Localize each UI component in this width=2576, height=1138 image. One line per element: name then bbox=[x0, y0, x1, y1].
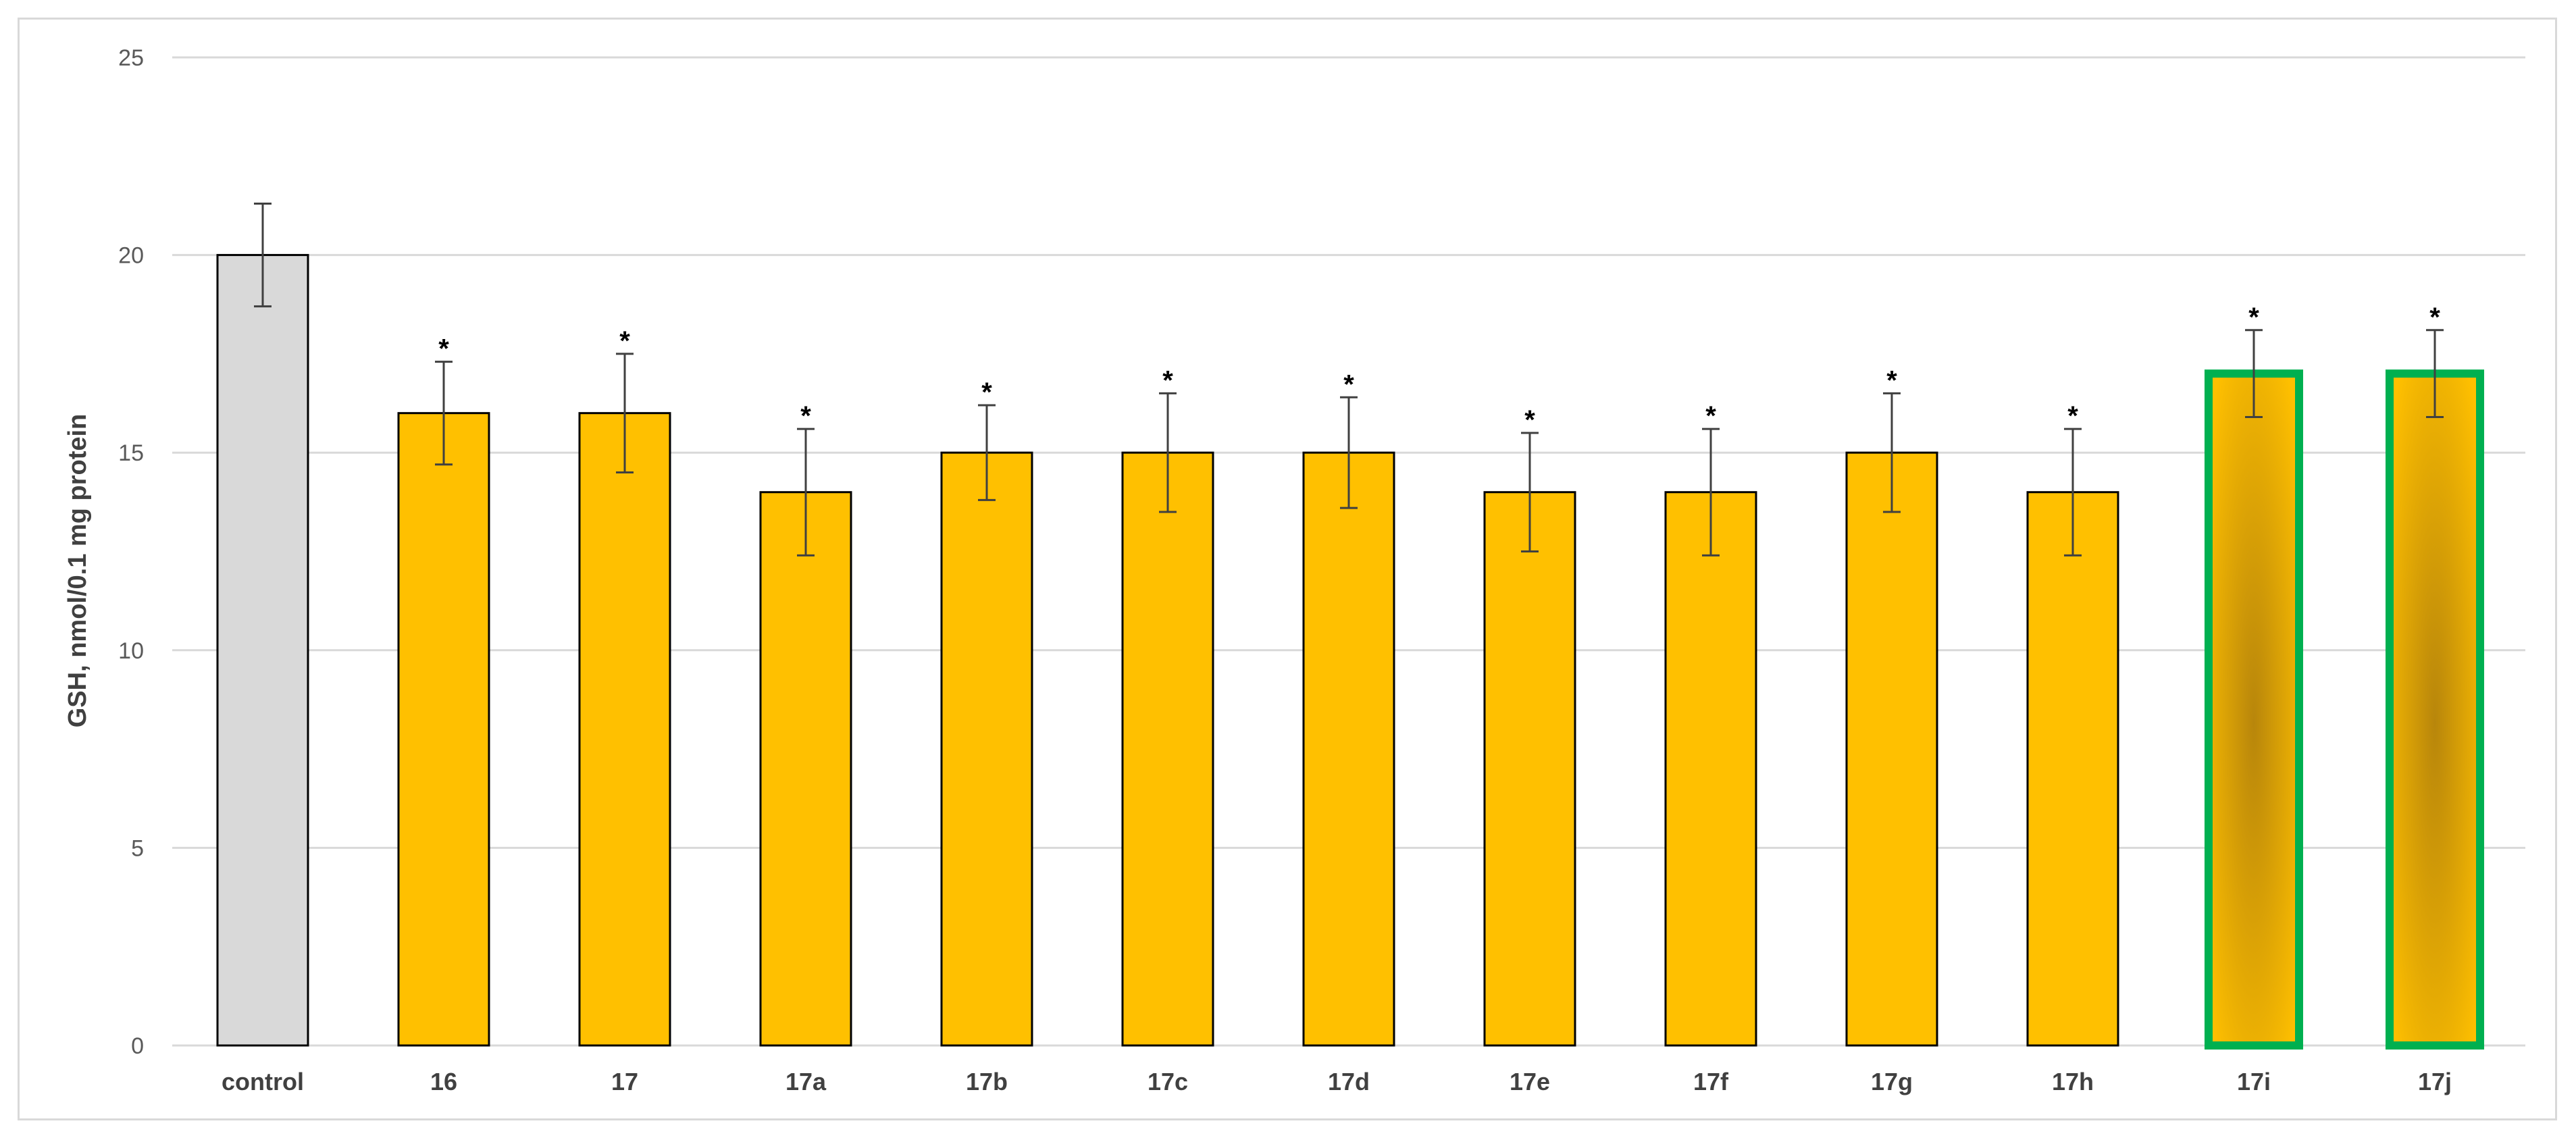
significance-marker-17f: * bbox=[1705, 401, 1716, 431]
x-axis-categories: control 16 17 17a 17b 17c 17d 17e 17f 17g 17h 17i 17… bbox=[222, 1068, 2452, 1095]
x-tick-label-17: 17 bbox=[611, 1068, 638, 1095]
bar-17b bbox=[940, 451, 1033, 1047]
x-tick-label-17c: 17c bbox=[1148, 1068, 1188, 1095]
x-tick-label-17d: 17d bbox=[1328, 1068, 1370, 1095]
significance-marker-17j: * bbox=[2429, 303, 2440, 332]
y-tick-label: 10 bbox=[118, 638, 144, 664]
significance-marker-17e: * bbox=[1524, 405, 1535, 435]
error-bars bbox=[254, 203, 2444, 557]
x-tick-label-17e: 17e bbox=[1510, 1068, 1550, 1095]
bar-17 bbox=[578, 412, 671, 1047]
significance-marker-16: * bbox=[438, 334, 449, 364]
significance-marker-17c: * bbox=[1162, 365, 1173, 395]
significance-markers: * * * * * * * * * * * * bbox=[438, 303, 2440, 435]
y-tick-label: 20 bbox=[118, 243, 144, 269]
bar-16 bbox=[397, 412, 490, 1047]
significance-marker-17: * bbox=[619, 326, 630, 356]
x-tick-label-17j: 17j bbox=[2418, 1068, 2452, 1095]
chart-frame: 0 5 10 15 20 25 * * * * * * * * * * * * control 16 17 17a 17… bbox=[18, 18, 2557, 1120]
bar-17h bbox=[2026, 491, 2119, 1047]
significance-marker-17i: * bbox=[2248, 303, 2259, 332]
significance-marker-17a: * bbox=[800, 401, 811, 431]
y-tick-label: 15 bbox=[118, 440, 144, 466]
y-tick-label: 25 bbox=[118, 45, 144, 71]
x-tick-label-control: control bbox=[222, 1068, 304, 1095]
y-axis-label: GSH, nmol/0.1 mg protein bbox=[63, 414, 92, 728]
x-tick-label-17i: 17i bbox=[2237, 1068, 2271, 1095]
bar-17e bbox=[1483, 491, 1576, 1047]
bar-17i bbox=[2205, 369, 2303, 1050]
significance-marker-17h: * bbox=[2067, 401, 2078, 431]
x-tick-label-17b: 17b bbox=[966, 1068, 1008, 1095]
significance-marker-17g: * bbox=[1886, 365, 1897, 395]
bar-control bbox=[216, 254, 309, 1047]
bar-17g bbox=[1845, 451, 1938, 1047]
x-tick-label-17g: 17g bbox=[1871, 1068, 1913, 1095]
y-axis-ticks: 0 5 10 15 20 25 bbox=[118, 45, 144, 1059]
bar-17a bbox=[759, 491, 852, 1047]
x-tick-label-17h: 17h bbox=[2052, 1068, 2094, 1095]
bar-17f bbox=[1664, 491, 1757, 1047]
bar-17j bbox=[2386, 369, 2484, 1050]
significance-marker-17d: * bbox=[1343, 369, 1354, 399]
x-tick-label-17f: 17f bbox=[1693, 1068, 1729, 1095]
bar-17c bbox=[1121, 451, 1214, 1047]
significance-marker-17b: * bbox=[981, 378, 992, 407]
bar-17d bbox=[1302, 451, 1395, 1047]
x-tick-label-17a: 17a bbox=[785, 1068, 827, 1095]
bar-chart: 0 5 10 15 20 25 * * * * * * * * * * * * control 16 17 17a 17… bbox=[63, 45, 2525, 1095]
x-tick-label-16: 16 bbox=[430, 1068, 457, 1095]
y-tick-label: 0 bbox=[131, 1033, 144, 1059]
y-tick-label: 5 bbox=[131, 835, 144, 861]
